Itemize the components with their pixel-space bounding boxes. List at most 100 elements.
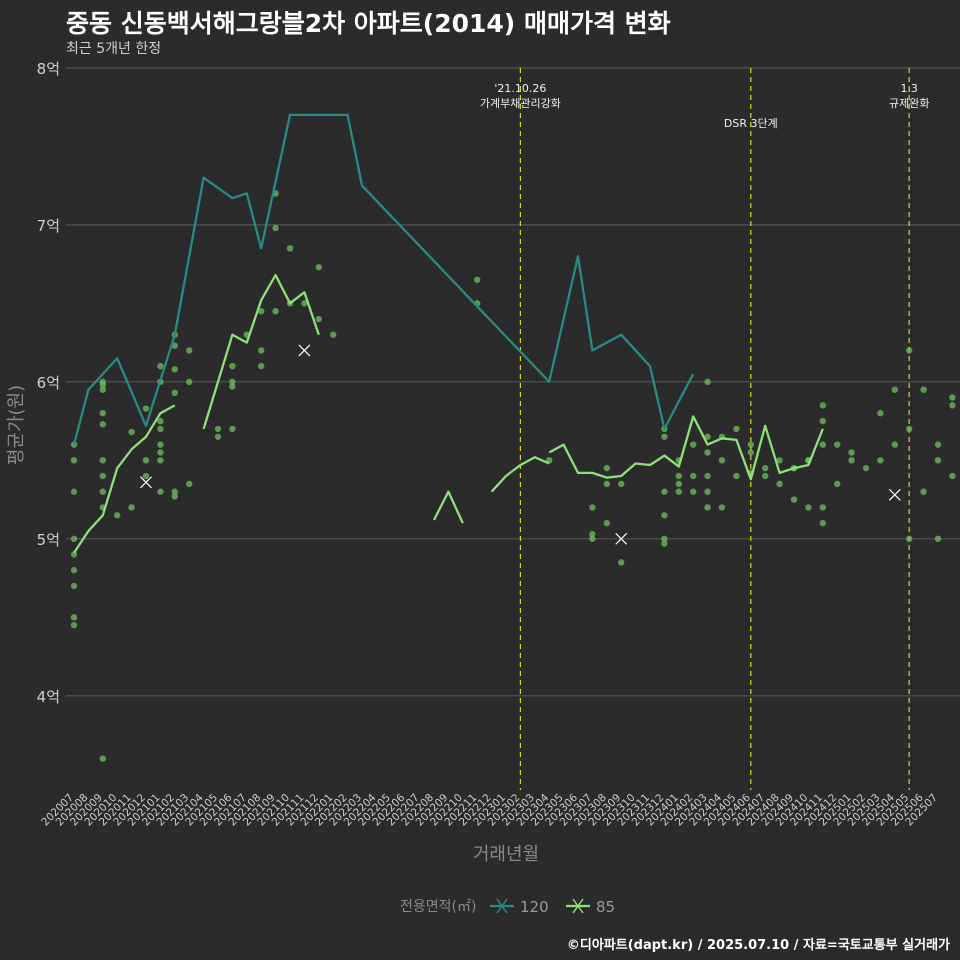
data-point [157,457,164,464]
data-point [99,472,107,480]
data-point [733,425,740,433]
data-point [733,472,740,480]
data-point [157,488,164,495]
data-point [704,504,711,511]
legend-key-cross [496,898,508,914]
data-point [157,441,164,448]
data-point [747,441,754,448]
data-point [776,480,783,488]
chart-subtitle: 최근 5개년 한정 [66,41,162,57]
data-point [690,441,697,448]
data-point [934,457,942,464]
data-point [661,535,668,543]
data-point [661,488,668,495]
data-point [474,276,481,283]
x-axis-title: 거래년월 [473,844,539,865]
data-point [272,224,279,232]
data-point [718,504,726,511]
data-point [171,342,178,349]
data-point [891,441,898,448]
data-point [70,621,78,629]
data-point [906,425,913,433]
legend-title: 전용면적(㎡) [400,899,476,915]
annotation-label: DSR 3단계 [724,117,778,130]
data-point [906,535,913,543]
data-point [704,488,711,495]
data-point [834,480,841,488]
data-point [99,488,107,495]
data-point [949,472,956,480]
data-point [99,755,107,762]
data-point [99,457,107,464]
data-point [70,535,78,543]
cross-marker [615,532,628,545]
data-point [186,480,193,488]
data-point [603,519,610,527]
data-point [661,512,668,519]
data-point [618,559,625,566]
data-point [330,331,337,338]
series-line-120 [72,113,695,445]
data-point [819,504,826,511]
data-point [171,493,178,500]
data-point [70,614,78,621]
data-point [99,421,107,428]
data-point [704,433,711,440]
data-point [99,378,107,386]
data-point [747,449,754,456]
data-point [229,378,236,386]
data-point [70,457,78,464]
legend-item-85: 85 [596,898,615,916]
data-point [589,530,596,538]
data-point [258,307,265,315]
data-point [70,551,78,558]
data-point [142,457,150,464]
data-point [142,472,150,480]
data-point [877,410,884,417]
legend-item-120: 120 [520,898,549,916]
data-point [258,362,265,370]
data-point [704,378,711,386]
data-point [690,472,697,480]
data-point [142,405,150,412]
annotation-label: 규제완화 [889,97,929,110]
data-point [128,428,135,436]
data-point [315,264,322,271]
data-point [157,449,164,456]
data-point [848,457,855,464]
series-line-85 [73,404,176,554]
data-point [70,582,78,590]
data-point [776,457,783,464]
cross-marker [140,476,152,489]
data-point [258,347,265,354]
data-point [301,300,308,307]
data-point [762,464,769,472]
data-point [272,307,279,315]
series-line-85 [432,490,464,524]
data-point [589,504,596,511]
data-point [949,402,956,409]
data-point [229,383,236,390]
data-point [920,386,927,393]
data-point [114,512,121,519]
y-tick-label: 4억 [37,688,60,706]
annotation-label: '21.10.26 [494,82,546,95]
data-point [157,362,164,370]
chart-title: 중동 신동백서해그랑블2차 아파트(2014) 매매가격 변화 [66,9,671,38]
data-point [70,567,78,574]
data-point [661,540,668,547]
data-point [128,504,135,511]
data-point [286,245,294,252]
y-tick-label: 5억 [37,531,60,549]
data-point [862,464,870,472]
series-line-85 [490,456,550,493]
data-point [603,464,610,472]
data-point [157,417,164,425]
data-point [675,488,682,495]
data-point [877,457,884,464]
data-point [819,417,826,425]
data-point [675,472,682,480]
y-tick-label: 7억 [37,217,60,235]
data-point [934,535,942,543]
data-point [718,457,726,464]
